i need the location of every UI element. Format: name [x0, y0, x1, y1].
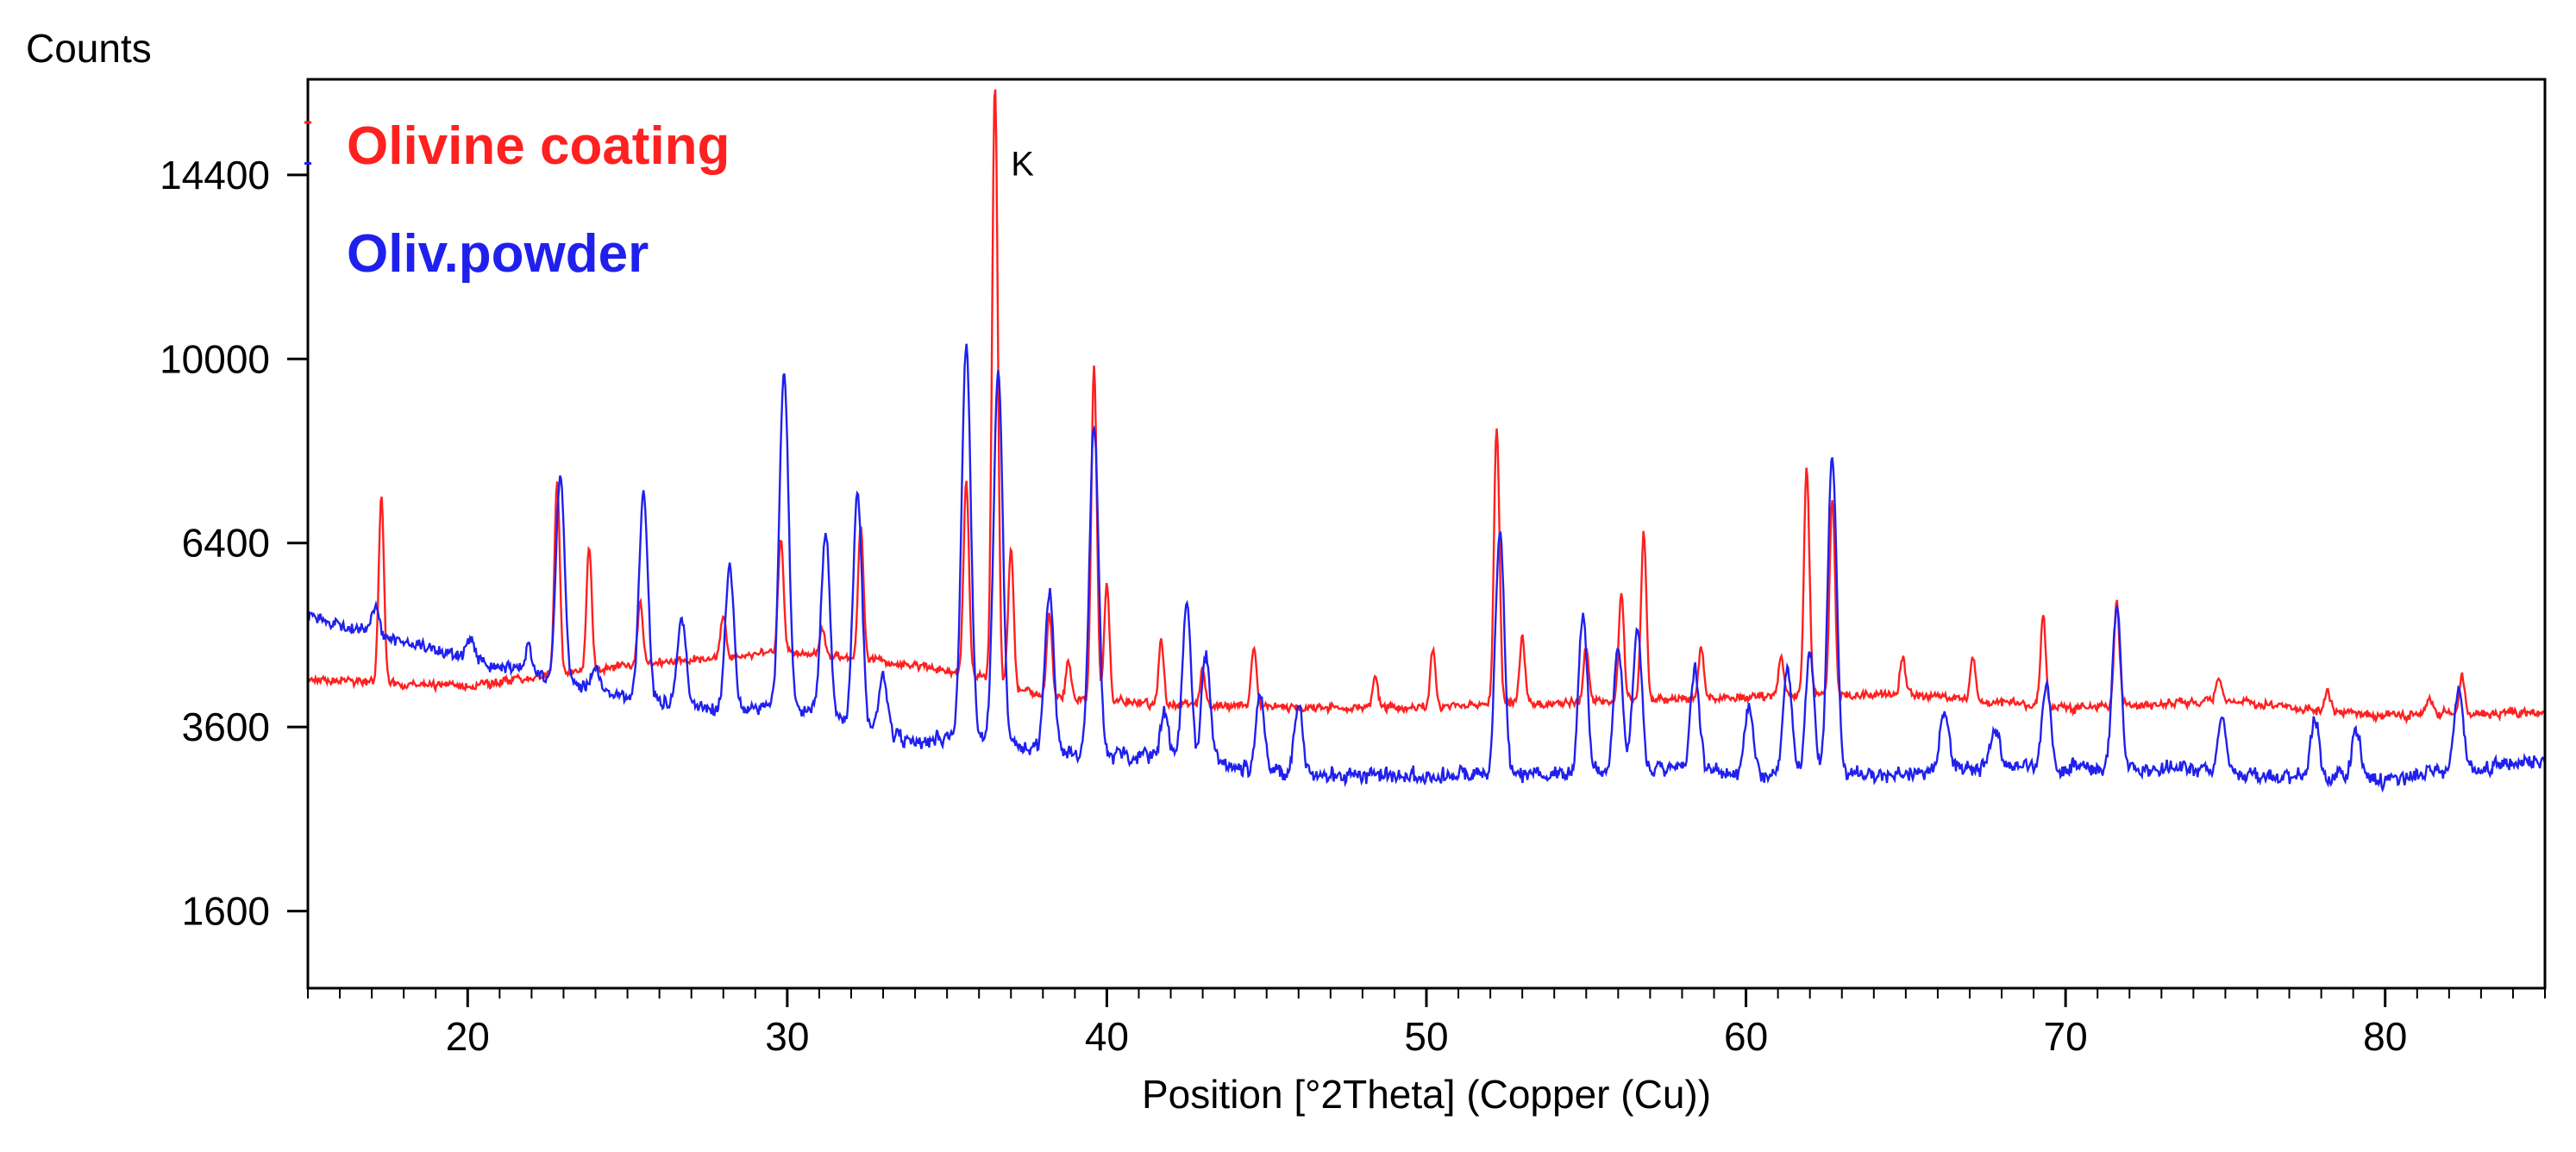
x-tick-label-50: 50 — [1404, 1014, 1448, 1059]
legend-olivine-coating: Olivine coating — [347, 116, 730, 176]
series-layer — [308, 89, 2545, 793]
y-tick-label-6400: 6400 — [182, 521, 270, 566]
y-axis-title: Counts — [26, 26, 152, 71]
x-axis-title: Position [°2Theta] (Copper (Cu)) — [1142, 1072, 1711, 1117]
legend: Olivine coating Oliv.powder — [304, 116, 730, 284]
series-line-olivine-coating — [308, 89, 2545, 725]
x-tick-label-80: 80 — [2363, 1014, 2407, 1059]
peak-annotation: K — [1011, 146, 1034, 184]
x-tick-label-40: 40 — [1085, 1014, 1129, 1059]
y-tick-label-10000: 10000 — [160, 336, 270, 381]
y-axis: 1600 3600 6400 10000 14400 — [160, 153, 308, 934]
y-tick-label-14400: 14400 — [160, 153, 270, 197]
plot-area — [308, 89, 2545, 793]
x-tick-label-70: 70 — [2044, 1014, 2088, 1059]
x-axis: 20 30 40 50 60 70 80 — [307, 988, 2546, 1059]
y-tick-label-3600: 3600 — [182, 704, 270, 749]
x-tick-label-20: 20 — [446, 1014, 490, 1059]
x-tick-label-30: 30 — [765, 1014, 809, 1059]
legend-oliv-powder: Oliv.powder — [347, 224, 649, 284]
y-tick-label-1600: 1600 — [182, 889, 270, 934]
series-line-oliv-powder — [308, 343, 2545, 793]
x-tick-label-60: 60 — [1724, 1014, 1768, 1059]
